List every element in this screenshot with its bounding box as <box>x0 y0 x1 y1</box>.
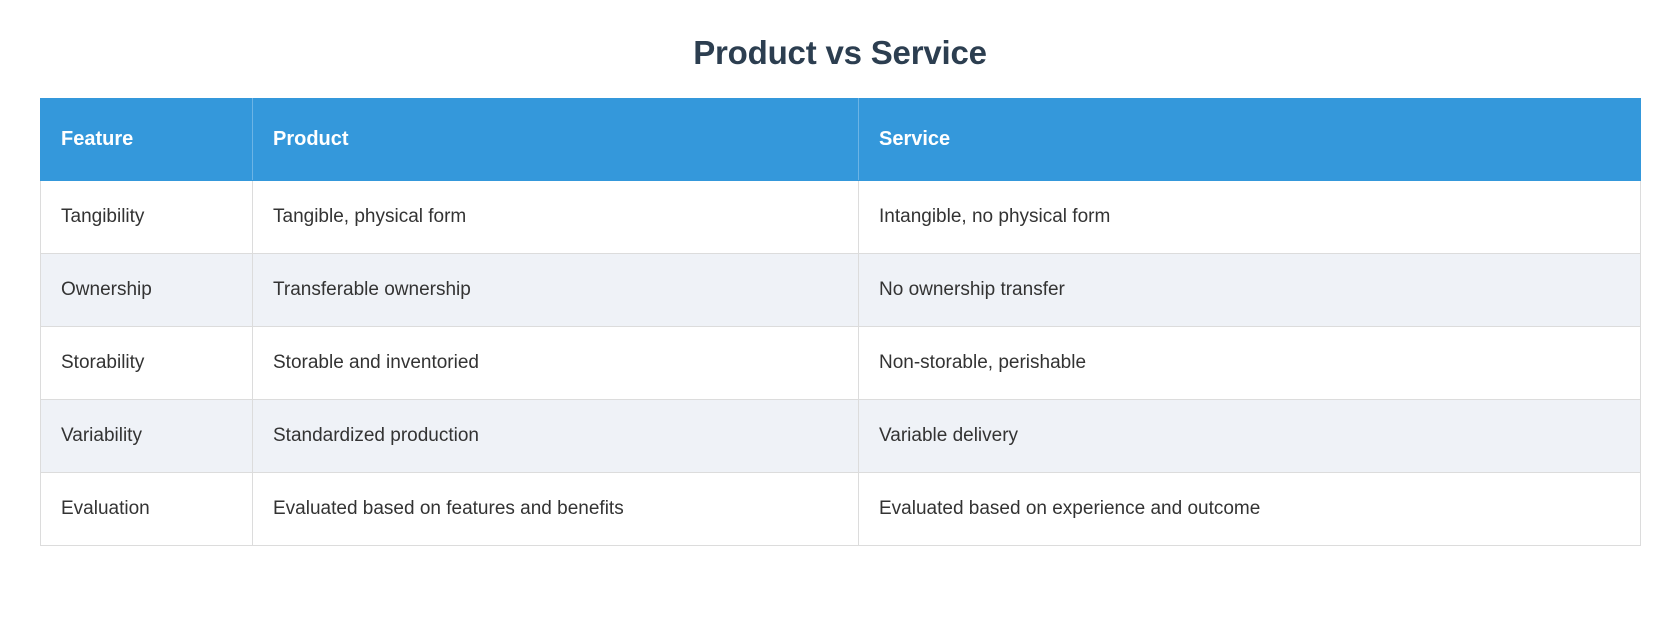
cell-service: Intangible, no physical form <box>858 180 1641 254</box>
cell-feature: Evaluation <box>40 472 253 546</box>
cell-product: Tangible, physical form <box>252 180 859 254</box>
column-header-product[interactable]: Product <box>252 98 859 181</box>
table-row: Evaluation Evaluated based on features a… <box>40 472 1641 546</box>
table-row: Ownership Transferable ownership No owne… <box>40 253 1641 327</box>
table-header-row: Feature Product Service <box>40 98 1641 181</box>
cell-feature: Ownership <box>40 253 253 327</box>
cell-feature: Variability <box>40 399 253 473</box>
cell-product: Standardized production <box>252 399 859 473</box>
comparison-table-container: Feature Product Service Tangibility Tang… <box>40 98 1641 546</box>
cell-feature: Storability <box>40 326 253 400</box>
table-row: Storability Storable and inventoried Non… <box>40 326 1641 400</box>
page-title: Product vs Service <box>693 34 987 71</box>
cell-service: Evaluated based on experience and outcom… <box>858 472 1641 546</box>
cell-product: Storable and inventoried <box>252 326 859 400</box>
cell-service: Non-storable, perishable <box>858 326 1641 400</box>
column-header-feature[interactable]: Feature <box>40 98 253 181</box>
cell-product: Transferable ownership <box>252 253 859 327</box>
comparison-table: Feature Product Service Tangibility Tang… <box>40 98 1641 546</box>
table-body: Tangibility Tangible, physical form Inta… <box>40 180 1641 546</box>
table-header: Feature Product Service <box>40 98 1641 181</box>
cell-service: No ownership transfer <box>858 253 1641 327</box>
cell-feature: Tangibility <box>40 180 253 254</box>
cell-product: Evaluated based on features and benefits <box>252 472 859 546</box>
table-row: Variability Standardized production Vari… <box>40 399 1641 473</box>
table-row: Tangibility Tangible, physical form Inta… <box>40 180 1641 254</box>
cell-service: Variable delivery <box>858 399 1641 473</box>
column-header-service[interactable]: Service <box>858 98 1641 181</box>
